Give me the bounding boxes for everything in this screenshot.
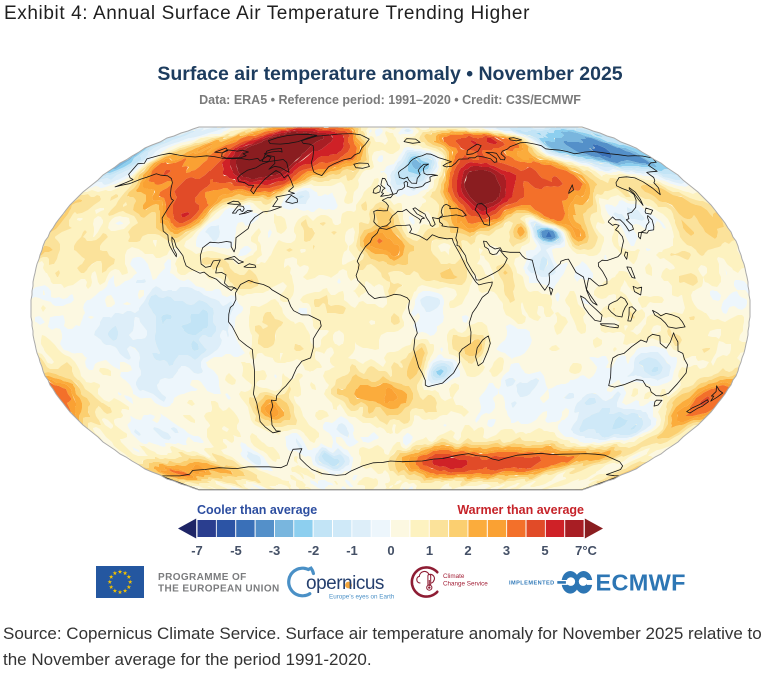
svg-text:opernicus: opernicus bbox=[306, 573, 384, 594]
svg-text:Climate: Climate bbox=[443, 573, 465, 580]
svg-text:PROGRAMME OF: PROGRAMME OF bbox=[158, 572, 247, 583]
svg-text:IMPLEMENTED BY: IMPLEMENTED BY bbox=[509, 581, 565, 587]
svg-text:Europe’s eyes on Earth: Europe’s eyes on Earth bbox=[329, 594, 395, 601]
svg-text:THE EUROPEAN UNION: THE EUROPEAN UNION bbox=[158, 584, 280, 595]
svg-text:ECMWF: ECMWF bbox=[596, 570, 686, 596]
svg-text:Change Service: Change Service bbox=[443, 581, 488, 588]
